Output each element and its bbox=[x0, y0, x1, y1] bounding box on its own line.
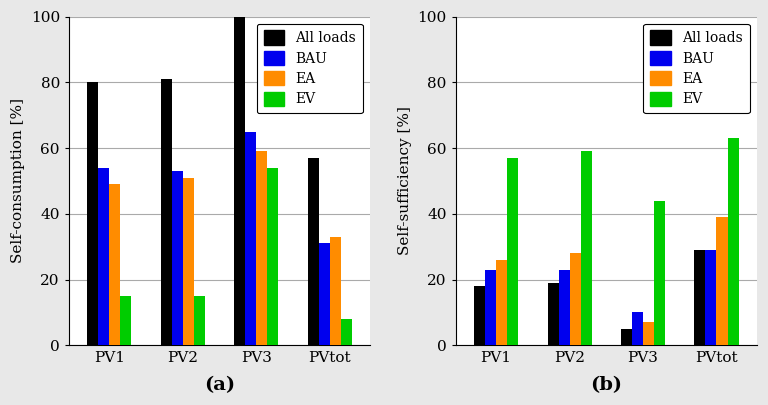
Bar bbox=[329, 237, 341, 345]
Bar bbox=[706, 250, 717, 345]
Bar bbox=[548, 283, 558, 345]
Bar bbox=[121, 296, 131, 345]
Bar bbox=[109, 184, 121, 345]
Bar bbox=[257, 151, 267, 345]
Bar bbox=[507, 158, 518, 345]
Bar bbox=[496, 260, 507, 345]
Bar bbox=[245, 132, 257, 345]
Bar bbox=[581, 151, 591, 345]
Bar bbox=[98, 168, 109, 345]
Y-axis label: Self-consumption [%]: Self-consumption [%] bbox=[11, 98, 25, 263]
Bar bbox=[694, 250, 706, 345]
Bar bbox=[194, 296, 205, 345]
Bar bbox=[558, 270, 570, 345]
Bar bbox=[183, 178, 194, 345]
Legend: All loads, BAU, EA, EV: All loads, BAU, EA, EV bbox=[257, 23, 363, 113]
Bar bbox=[319, 243, 329, 345]
Y-axis label: Self-sufficiency [%]: Self-sufficiency [%] bbox=[398, 107, 412, 256]
Bar bbox=[717, 217, 727, 345]
Bar bbox=[485, 270, 496, 345]
Bar bbox=[474, 286, 485, 345]
Bar bbox=[308, 158, 319, 345]
Bar bbox=[643, 322, 654, 345]
Bar bbox=[172, 171, 183, 345]
Bar bbox=[632, 312, 643, 345]
Bar bbox=[88, 82, 98, 345]
Bar bbox=[161, 79, 172, 345]
Bar bbox=[654, 200, 665, 345]
Legend: All loads, BAU, EA, EV: All loads, BAU, EA, EV bbox=[644, 23, 750, 113]
X-axis label: (a): (a) bbox=[204, 376, 235, 394]
X-axis label: (b): (b) bbox=[591, 376, 622, 394]
Bar bbox=[727, 138, 739, 345]
Bar bbox=[570, 253, 581, 345]
Bar bbox=[341, 319, 352, 345]
Bar bbox=[234, 17, 245, 345]
Bar bbox=[267, 168, 278, 345]
Bar bbox=[621, 329, 632, 345]
